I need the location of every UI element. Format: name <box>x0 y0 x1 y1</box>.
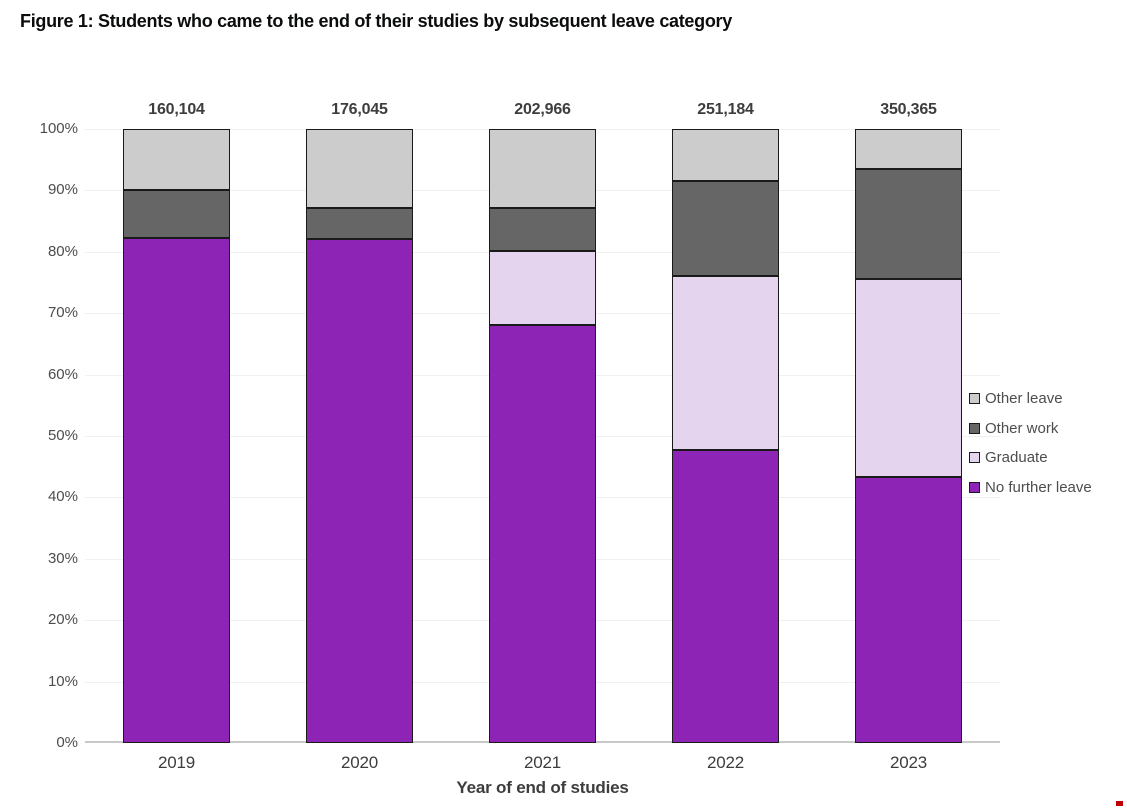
bar-segment-2020-other-work <box>306 208 413 239</box>
legend-swatch-icon-other-leave <box>969 393 980 405</box>
legend-label-other-work: Other work <box>985 419 1059 437</box>
red-artifact-mark <box>1116 801 1123 806</box>
bar-segment-2019-other-work <box>123 190 230 238</box>
x-axis-title: Year of end of studies <box>456 778 629 797</box>
bar-segment-2019-no-further-leave <box>123 237 230 743</box>
legend-row-other-leave: Other leave <box>969 384 1092 414</box>
bar-segment-2021-no-further-leave <box>489 324 596 743</box>
plot-area: 160,104 176,045 202,966 251,184 350,365 <box>85 101 1000 743</box>
y-tick-label-100: 100% <box>39 120 78 137</box>
bar-total-2019: 160,104 <box>148 101 205 118</box>
legend-row-other-work: Other work <box>969 414 1092 444</box>
bar-segment-2023-no-further-leave <box>855 476 962 743</box>
bar-total-2022: 251,184 <box>697 101 754 118</box>
y-tick-label-40: 40% <box>47 488 78 506</box>
bar-segment-2022-graduate <box>672 275 779 450</box>
legend-swatch-icon-no-further-leave <box>969 481 980 493</box>
legend-label-graduate: Graduate <box>985 449 1048 467</box>
bar-segment-2021-other-leave <box>489 129 596 209</box>
bar-stack-2020 <box>306 129 413 743</box>
bar-stack-2023 <box>855 129 962 743</box>
bar-stack-2021 <box>489 129 596 743</box>
bar-segment-2019-other-leave <box>123 129 230 191</box>
x-tick-label-2020: 2020 <box>340 753 379 772</box>
figure-title: Figure 1: Students who came to the end o… <box>20 11 732 31</box>
bar-stack-2019 <box>123 129 230 743</box>
legend-swatch-icon-other-work <box>969 422 980 434</box>
bar-column-2023: 350,365 <box>855 101 962 743</box>
bar-segment-2022-no-further-leave <box>672 449 779 743</box>
bar-segment-2021-other-work <box>489 208 596 251</box>
legend: Other leave Other work Graduate No further … <box>969 384 1092 502</box>
y-tick-label-50: 50% <box>47 427 78 444</box>
bars-layer: 160,104 176,045 202,966 251,184 350,365 <box>85 101 1000 743</box>
y-tick-label-30: 30% <box>47 549 78 567</box>
y-tick-label-10: 10% <box>47 672 78 690</box>
bar-total-2020: 176,045 <box>331 101 388 118</box>
bar-column-2022: 251,184 <box>672 101 779 743</box>
x-tick-label-2021: 2021 <box>523 753 562 772</box>
legend-row-no-further-leave: No further leave <box>969 473 1092 503</box>
x-tick-label-2019: 2019 <box>157 753 196 772</box>
bar-column-2020: 176,045 <box>306 101 413 743</box>
bar-segment-2022-other-work <box>672 180 779 276</box>
y-tick-label-90: 90% <box>47 181 78 199</box>
legend-row-graduate: Graduate <box>969 443 1092 473</box>
x-tick-label-2023: 2023 <box>889 753 928 772</box>
bar-column-2021: 202,966 <box>489 101 596 743</box>
legend-swatch-icon-graduate <box>969 452 980 464</box>
bar-segment-2022-other-leave <box>672 129 779 181</box>
legend-label-other-leave: Other leave <box>985 390 1063 408</box>
y-tick-label-0: 0% <box>56 734 78 751</box>
bar-segment-2020-no-further-leave <box>306 238 413 743</box>
x-tick-label-2022: 2022 <box>706 753 745 772</box>
bar-total-2023: 350,365 <box>880 101 937 118</box>
bar-segment-2023-other-leave <box>855 129 962 169</box>
y-tick-label-20: 20% <box>47 611 78 629</box>
y-tick-label-60: 60% <box>47 365 78 383</box>
bar-total-2021: 202,966 <box>514 101 571 118</box>
bar-segment-2020-other-leave <box>306 129 413 209</box>
y-tick-label-80: 80% <box>47 242 78 260</box>
legend-label-no-further-leave: No further leave <box>985 478 1092 496</box>
bar-segment-2021-graduate <box>489 250 596 325</box>
bar-segment-2023-other-work <box>855 168 962 279</box>
y-tick-label-70: 70% <box>47 304 78 322</box>
bar-column-2019: 160,104 <box>123 101 230 743</box>
x-axis-labels: 2019 2020 2021 2022 2023 <box>85 753 1000 773</box>
bar-stack-2022 <box>672 129 779 743</box>
bar-segment-2023-graduate <box>855 278 962 477</box>
